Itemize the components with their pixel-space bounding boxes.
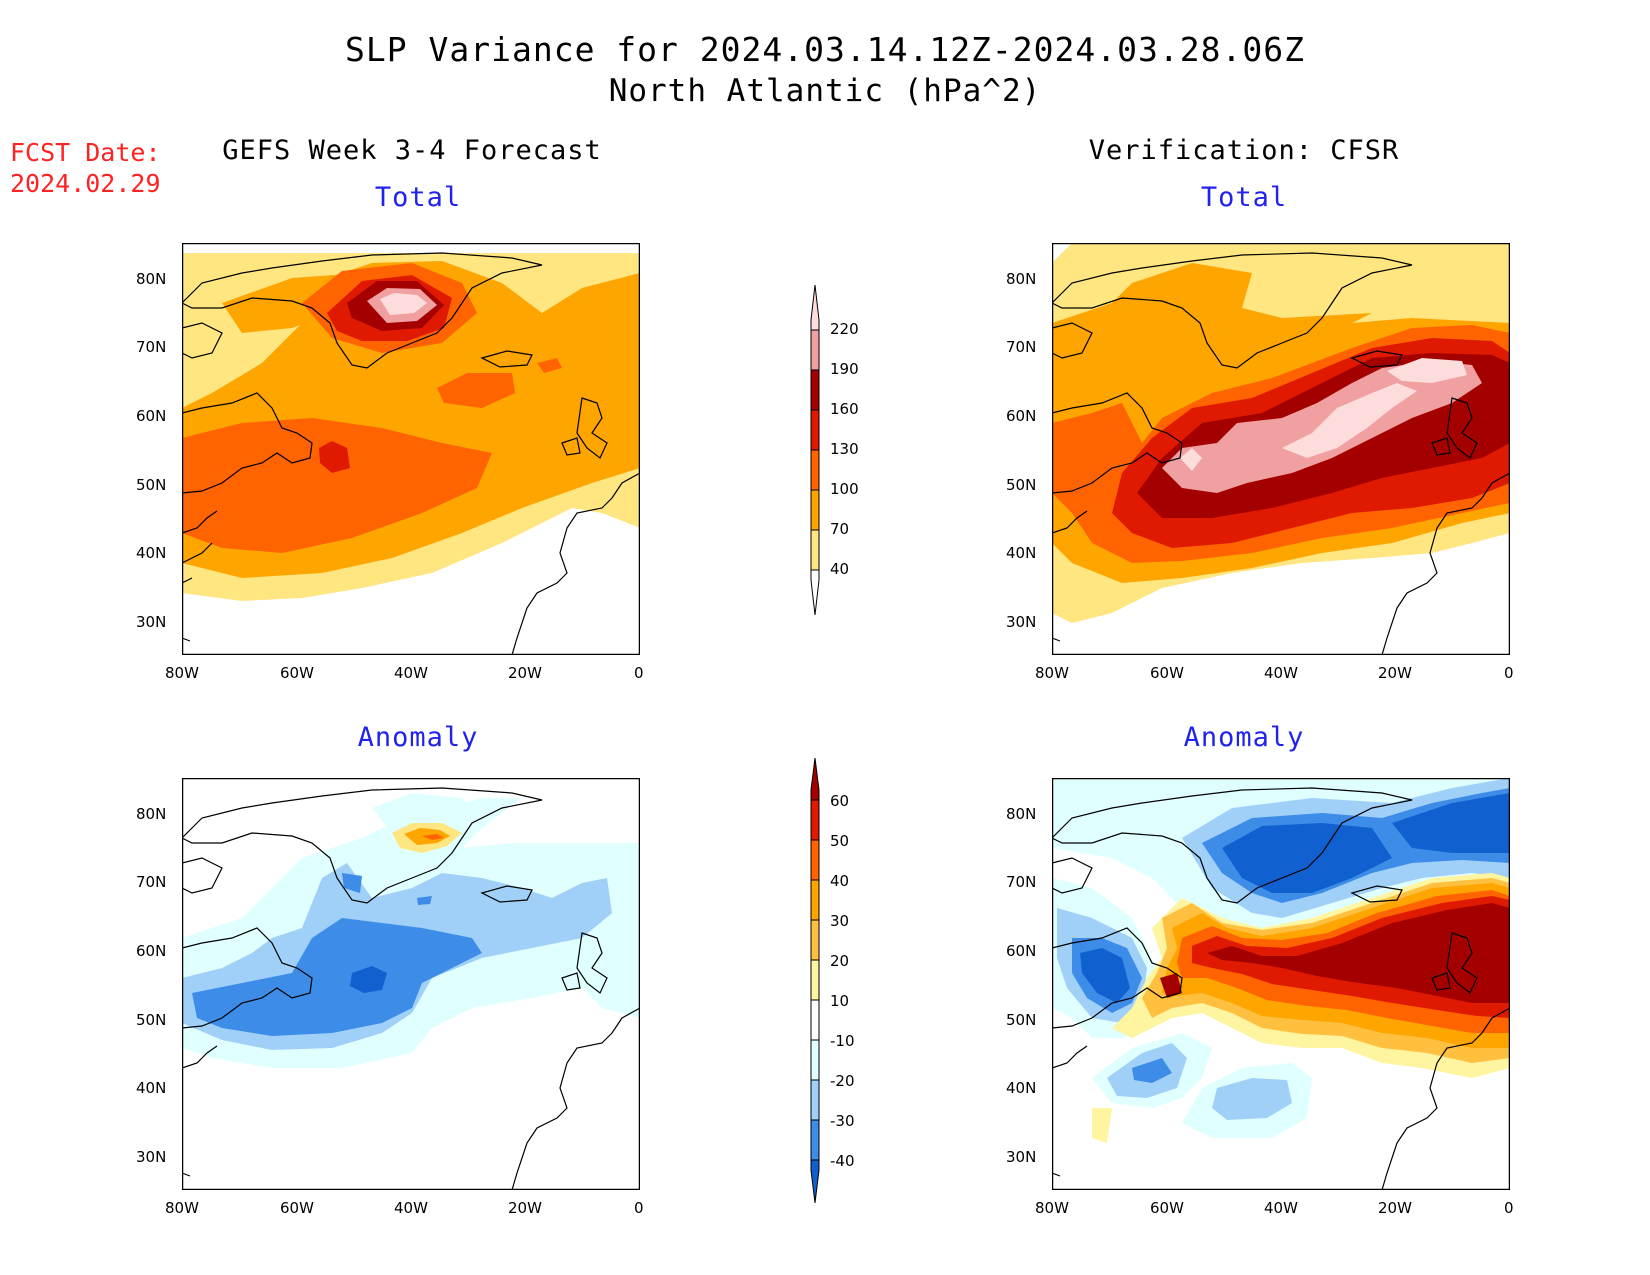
colorbar-label: -40 [830,1152,855,1170]
colorbar-label: 10 [830,992,850,1010]
forecast-date-label: FCST Date: [10,138,161,167]
lat-label: 70N [1006,873,1037,891]
lon-label: 80W [165,664,199,682]
lat-label: 50N [1006,1011,1037,1029]
colorbar-label: 100 [830,480,859,498]
lon-label: 20W [508,1199,542,1217]
lat-label: 70N [136,338,167,356]
lat-label: 80N [1006,805,1037,823]
colorbar-label: 20 [830,952,850,970]
panel-label-bottom-left: Anomaly [357,722,479,753]
colorbar-label: 60 [830,792,850,810]
lon-label: 0 [634,1199,644,1217]
lat-label: 40N [1006,544,1037,562]
colorbar-label: 40 [830,560,850,578]
forecast-date-value: 2024.02.29 [10,169,161,198]
colorbar-label: -10 [830,1032,855,1050]
panel-label-top-left: Total [374,182,462,213]
lat-label: 60N [1006,942,1037,960]
lon-label: 0 [1504,1199,1514,1217]
left-column-header: GEFS Week 3-4 Forecast [222,135,602,166]
colorbar-label: 30 [830,912,850,930]
lat-label: 60N [1006,407,1037,425]
lon-label: 60W [280,664,314,682]
lat-label: 40N [136,1079,167,1097]
lat-label: 80N [136,805,167,823]
lon-label: 60W [280,1199,314,1217]
lat-label: 60N [136,407,167,425]
colorbar-label: 190 [830,360,859,378]
lat-label: 80N [1006,270,1037,288]
colorbar-label: 220 [830,320,859,338]
colorbar-label: -30 [830,1112,855,1130]
lat-label: 30N [136,613,167,631]
right-column-header: Verification: CFSR [1088,135,1400,166]
lon-label: 20W [1378,1199,1412,1217]
lat-label: 60N [136,942,167,960]
panel-label-bottom-right: Anomaly [1183,722,1305,753]
lon-label: 40W [394,664,428,682]
lat-label: 50N [1006,476,1037,494]
map-top-right [1052,243,1510,655]
lat-label: 40N [1006,1079,1037,1097]
lon-label: 20W [1378,664,1412,682]
lat-label: 30N [136,1148,167,1166]
lon-label: 40W [394,1199,428,1217]
colorbar-total [810,285,820,616]
lon-label: 60W [1150,1199,1184,1217]
map-top-left [182,243,640,655]
lon-label: 60W [1150,664,1184,682]
colorbar-label: 160 [830,400,859,418]
lat-label: 40N [136,544,167,562]
lon-label: 40W [1264,664,1298,682]
colorbar-label: -20 [830,1072,855,1090]
lat-label: 70N [136,873,167,891]
map-bottom-left [182,778,640,1190]
lat-label: 50N [136,476,167,494]
panel-label-top-right: Total [1200,182,1288,213]
lat-label: 30N [1006,613,1037,631]
colorbar-label: 70 [830,520,850,538]
lat-label: 50N [136,1011,167,1029]
forecast-date: FCST Date: 2024.02.29 [10,137,161,199]
lat-label: 80N [136,270,167,288]
colorbar-anomaly [810,758,820,1204]
colorbar-label: 40 [830,872,850,890]
lon-label: 80W [1035,664,1069,682]
chart-subtitle: North Atlantic (hPa^2) [608,73,1042,109]
lon-label: 0 [634,664,644,682]
lon-label: 40W [1264,1199,1298,1217]
chart-title: SLP Variance for 2024.03.14.12Z-2024.03.… [345,30,1305,69]
lon-label: 80W [165,1199,199,1217]
colorbar-label: 50 [830,832,850,850]
colorbar-label: 130 [830,440,859,458]
lon-label: 0 [1504,664,1514,682]
lon-label: 20W [508,664,542,682]
lon-label: 80W [1035,1199,1069,1217]
map-bottom-right [1052,778,1510,1190]
lat-label: 30N [1006,1148,1037,1166]
lat-label: 70N [1006,338,1037,356]
